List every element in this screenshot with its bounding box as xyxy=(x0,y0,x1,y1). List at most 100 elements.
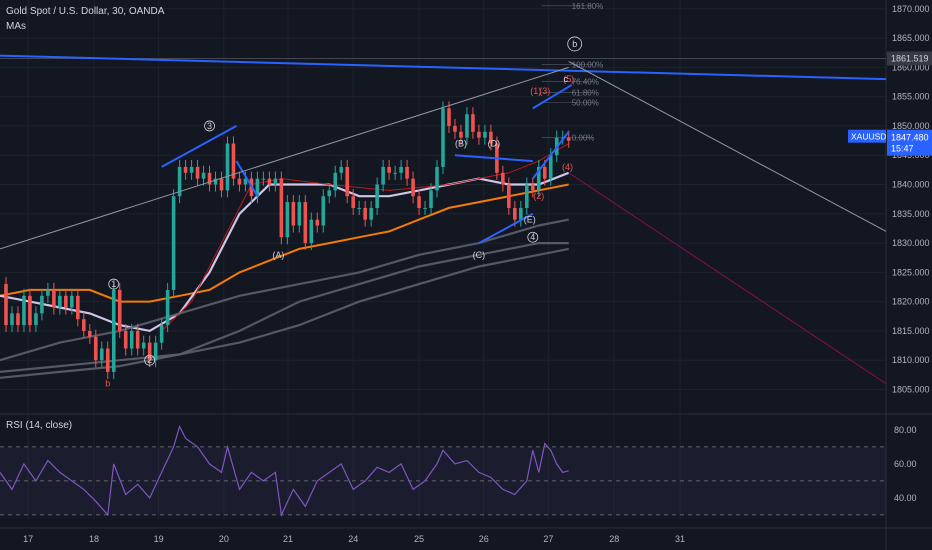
candle-body xyxy=(363,207,367,220)
candle-body xyxy=(88,330,92,337)
wave-label: (D) xyxy=(488,139,501,149)
wave-label: 2 xyxy=(147,355,152,365)
wave-label-circle xyxy=(527,231,539,243)
candle-body xyxy=(381,166,385,185)
candle-body xyxy=(213,178,218,185)
price-tick-label: 1855.000 xyxy=(892,92,930,102)
wave-label: (2) xyxy=(533,191,544,201)
level-tag-bg xyxy=(887,51,932,66)
candle-body xyxy=(34,313,38,326)
candle-body xyxy=(447,108,451,126)
candle-body xyxy=(10,313,14,326)
candle-body xyxy=(201,172,206,179)
price-tick-label: 1805.000 xyxy=(892,385,930,395)
price-tag-countdown: 15:47 xyxy=(891,144,914,154)
candle-body xyxy=(46,289,50,296)
rsi-title[interactable]: RSI (14, close) xyxy=(6,420,73,431)
candle-body xyxy=(189,166,194,173)
candle-body xyxy=(369,207,373,220)
candle-body xyxy=(435,166,439,191)
candle-body xyxy=(417,196,421,208)
candle-body xyxy=(507,184,511,208)
wave-label: 1 xyxy=(111,279,116,289)
candle-body xyxy=(117,289,122,331)
trendline-3 xyxy=(235,160,259,197)
candle-body xyxy=(399,166,403,173)
price-tick-label: 1815.000 xyxy=(892,326,930,336)
wave-label: c xyxy=(563,74,568,84)
candle-body xyxy=(207,172,212,185)
candle-body xyxy=(333,172,338,191)
candle-body xyxy=(40,295,44,314)
candle-body xyxy=(393,172,397,174)
candle-body xyxy=(519,207,523,220)
candle-body xyxy=(471,114,475,132)
indicator-label[interactable]: MAs xyxy=(6,21,26,32)
rsi-tick-label: 40.00 xyxy=(894,493,917,503)
trendline-2 xyxy=(161,125,237,168)
candle-body xyxy=(297,202,302,226)
candle-body xyxy=(135,330,140,349)
candle-body xyxy=(315,219,320,226)
candle-body xyxy=(261,178,266,180)
candle-body xyxy=(64,295,68,308)
candle-body xyxy=(387,166,391,173)
fib-label: 61.80% xyxy=(572,89,599,98)
candle-body xyxy=(285,202,290,238)
candle-body xyxy=(339,166,344,173)
candle-body xyxy=(76,295,80,320)
rsi-tick-label: 60.00 xyxy=(894,459,917,469)
candle-body xyxy=(141,342,146,349)
wave-label-circle xyxy=(204,120,215,132)
time-tick-label: 18 xyxy=(89,534,99,544)
candle-body xyxy=(465,114,469,138)
candle-body xyxy=(16,313,20,326)
moving-average-1 xyxy=(0,183,569,303)
candle-body xyxy=(153,342,158,361)
trendline-1 xyxy=(0,54,887,81)
wave-label: (3) xyxy=(539,86,550,96)
price-tick-label: 1825.000 xyxy=(892,267,930,277)
fib-label: 50.00% xyxy=(572,99,599,108)
candle-body xyxy=(231,143,236,179)
candle-body xyxy=(441,108,445,167)
candle-body xyxy=(489,131,493,144)
candle-body xyxy=(105,348,110,372)
candle-body xyxy=(22,295,26,326)
price-tick-label: 1870.000 xyxy=(892,4,930,14)
wave-label: (A) xyxy=(272,250,284,260)
price-tick-label: 1865.000 xyxy=(892,33,930,43)
candle-body xyxy=(405,166,409,179)
rsi-line xyxy=(0,424,569,517)
candle-body xyxy=(531,184,535,191)
candle-body xyxy=(237,178,242,185)
time-tick-label: 31 xyxy=(675,534,685,544)
candle-body xyxy=(4,284,8,326)
candle-body xyxy=(70,295,74,308)
candle-body xyxy=(159,325,164,343)
candle-body xyxy=(123,330,128,349)
candle-body xyxy=(566,137,571,141)
candle-body xyxy=(548,155,553,179)
fib-label: 100.00% xyxy=(572,60,604,69)
candle-body xyxy=(52,289,56,308)
trendline-10 xyxy=(568,172,887,385)
candle-body xyxy=(477,131,481,138)
candle-body xyxy=(375,184,379,208)
candle-body xyxy=(345,166,350,197)
wave-label: b xyxy=(572,39,577,49)
candle-body xyxy=(423,207,427,209)
price-tick-label: 1835.000 xyxy=(892,209,930,219)
candle-body xyxy=(309,219,314,244)
level-tag-label: 1861.519 xyxy=(891,53,929,63)
time-tick-label: 20 xyxy=(219,534,229,544)
candle-body xyxy=(99,348,104,361)
candle-body xyxy=(225,143,230,191)
candle-body xyxy=(459,131,463,138)
trendline-5 xyxy=(478,212,534,244)
trendline-8 xyxy=(0,66,569,250)
candle-body xyxy=(501,172,505,185)
wave-label: (B) xyxy=(455,139,467,149)
